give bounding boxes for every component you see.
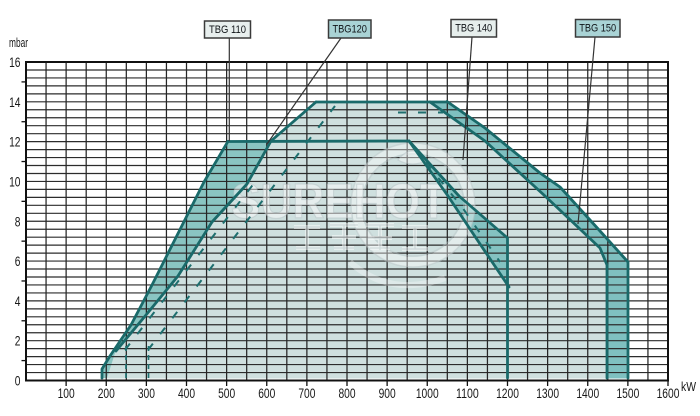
svg-text:500: 500 — [218, 385, 235, 401]
svg-text:700: 700 — [298, 385, 315, 401]
svg-text:TBG 150: TBG 150 — [579, 23, 616, 35]
svg-text:1200: 1200 — [496, 385, 519, 401]
svg-text:12: 12 — [9, 134, 21, 150]
svg-text:mbar: mbar — [9, 36, 28, 50]
svg-text:0: 0 — [15, 373, 21, 389]
svg-text:4: 4 — [15, 293, 21, 309]
svg-text:10: 10 — [9, 173, 21, 189]
svg-text:1300: 1300 — [536, 385, 559, 401]
svg-text:200: 200 — [98, 385, 115, 401]
svg-text:6: 6 — [15, 253, 21, 269]
svg-text:1400: 1400 — [576, 385, 599, 401]
svg-text:800: 800 — [338, 385, 355, 401]
svg-text:16: 16 — [9, 54, 21, 70]
svg-text:100: 100 — [58, 385, 75, 401]
svg-text:900: 900 — [379, 385, 396, 401]
svg-text:TBG 110: TBG 110 — [209, 24, 246, 36]
svg-text:600: 600 — [258, 385, 275, 401]
svg-text:1000: 1000 — [416, 385, 439, 401]
svg-text:300: 300 — [138, 385, 155, 401]
svg-text:SUREHOT: SUREHOT — [231, 175, 447, 229]
svg-text:1500: 1500 — [616, 385, 639, 401]
svg-text:kW: kW — [681, 380, 696, 394]
svg-text:TBG 140: TBG 140 — [455, 23, 492, 35]
svg-text:1100: 1100 — [456, 385, 479, 401]
svg-text:1600: 1600 — [657, 385, 680, 401]
svg-text:14: 14 — [9, 94, 21, 110]
svg-text:TBG120: TBG120 — [332, 24, 367, 36]
svg-text:400: 400 — [178, 385, 195, 401]
svg-text:8: 8 — [15, 213, 21, 229]
svg-text:2: 2 — [15, 333, 21, 349]
